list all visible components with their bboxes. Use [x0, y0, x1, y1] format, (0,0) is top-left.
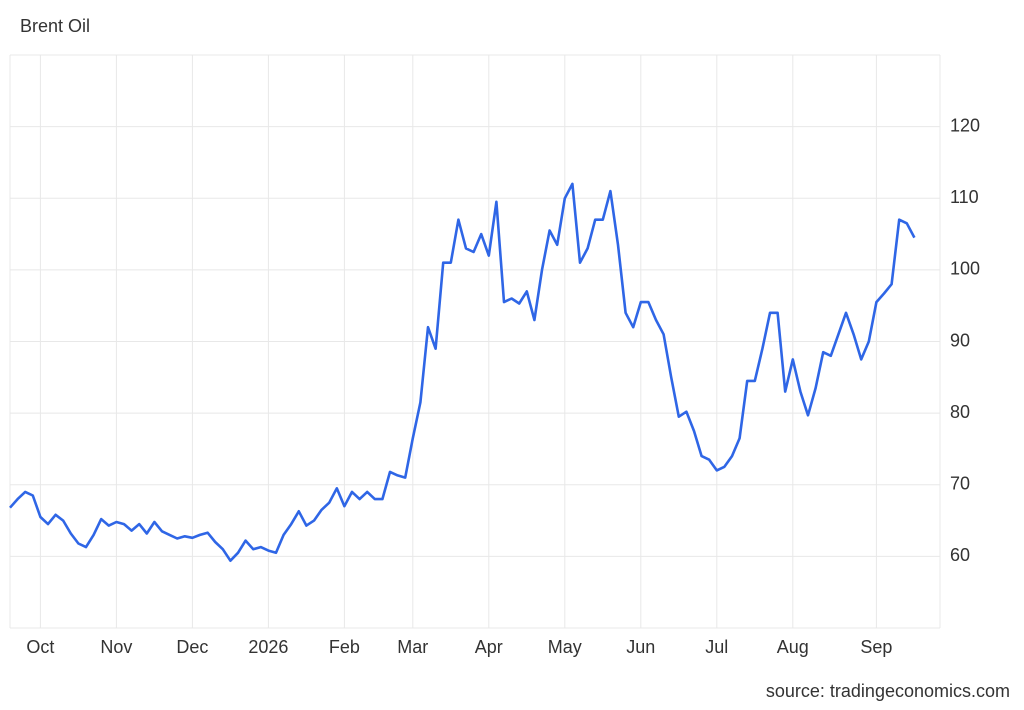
y-tick-label: 80 [950, 402, 970, 422]
y-tick-label: 100 [950, 259, 980, 279]
y-tick-label: 110 [950, 187, 979, 207]
y-tick-label: 120 [950, 115, 980, 135]
x-tick-label: Sep [860, 637, 892, 657]
x-tick-label: Aug [777, 637, 809, 657]
x-tick-label: Jun [626, 637, 655, 657]
x-tick-label: Dec [176, 637, 208, 657]
x-tick-label: Oct [26, 637, 54, 657]
source-note: source: tradingeconomics.com [766, 681, 1010, 701]
x-tick-label: Apr [475, 637, 503, 657]
x-tick-label: Feb [329, 637, 360, 657]
price-line [9, 182, 916, 562]
x-tick-label: Nov [100, 637, 132, 657]
y-tick-label: 90 [950, 330, 970, 350]
x-tick-label: Jul [705, 637, 728, 657]
y-tick-label: 70 [950, 474, 970, 494]
chart-title: Brent Oil [20, 16, 90, 36]
x-tick-label: Mar [397, 637, 428, 657]
x-tick-label: 2026 [248, 637, 288, 657]
y-tick-label: 60 [950, 545, 970, 565]
x-tick-label: May [548, 637, 582, 657]
